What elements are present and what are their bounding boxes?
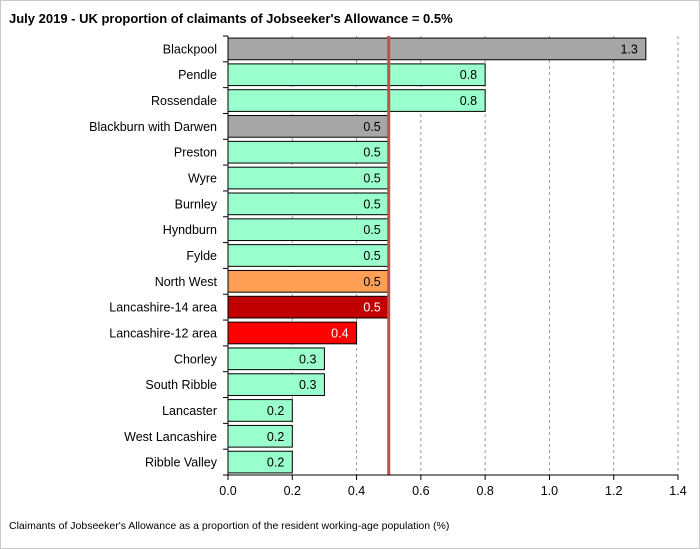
category-label-5: Wyre <box>188 172 217 186</box>
category-label-15: West Lancashire <box>124 430 217 444</box>
category-label-7: Hyndburn <box>163 223 217 237</box>
category-label-8: Fylde <box>186 249 217 263</box>
value-label-9: 0.5 <box>363 275 380 289</box>
value-label-7: 0.5 <box>363 223 380 237</box>
category-label-14: Lancaster <box>162 404 217 418</box>
x-tick-label-2: 0.4 <box>348 484 365 498</box>
value-label-5: 0.5 <box>363 172 380 186</box>
value-label-6: 0.5 <box>363 197 380 211</box>
value-label-1: 0.8 <box>460 68 477 82</box>
value-label-0: 1.3 <box>620 42 637 56</box>
category-label-13: South Ribble <box>145 378 217 392</box>
value-label-13: 0.3 <box>299 378 316 392</box>
value-label-4: 0.5 <box>363 146 380 160</box>
x-tick-label-1: 0.2 <box>284 484 301 498</box>
chart-title: July 2019 - UK proportion of claimants o… <box>9 11 453 26</box>
category-label-16: Ribble Valley <box>145 456 218 470</box>
value-label-10: 0.5 <box>363 301 380 315</box>
value-label-11: 0.4 <box>331 326 348 340</box>
value-label-15: 0.2 <box>267 430 284 444</box>
bar-1 <box>227 63 486 87</box>
value-label-16: 0.2 <box>267 456 284 470</box>
category-label-2: Rossendale <box>151 94 217 108</box>
category-label-0: Blackpool <box>163 42 217 56</box>
category-label-11: Lancashire-12 area <box>109 326 217 340</box>
category-label-3: Blackburn with Darwen <box>89 120 217 134</box>
category-label-4: Preston <box>174 146 217 160</box>
x-tick-label-0: 0.0 <box>219 484 236 498</box>
x-tick-label-4: 0.8 <box>476 484 493 498</box>
value-label-12: 0.3 <box>299 352 316 366</box>
value-label-8: 0.5 <box>363 249 380 263</box>
value-label-2: 0.8 <box>460 94 477 108</box>
x-tick-label-7: 1.4 <box>669 484 686 498</box>
category-label-1: Pendle <box>178 68 217 82</box>
value-label-3: 0.5 <box>363 120 380 134</box>
category-label-6: Burnley <box>175 197 218 211</box>
chart-footnote: Claimants of Jobseeker's Allowance as a … <box>9 520 450 532</box>
category-label-9: North West <box>155 275 218 289</box>
category-label-10: Lancashire-14 area <box>109 301 217 315</box>
bar-0 <box>227 37 647 61</box>
value-label-14: 0.2 <box>267 404 284 418</box>
category-label-12: Chorley <box>174 352 218 366</box>
x-tick-label-6: 1.2 <box>605 484 622 498</box>
bar-2 <box>227 89 486 112</box>
x-tick-label-5: 1.0 <box>541 484 558 498</box>
x-tick-label-3: 0.6 <box>412 484 429 498</box>
